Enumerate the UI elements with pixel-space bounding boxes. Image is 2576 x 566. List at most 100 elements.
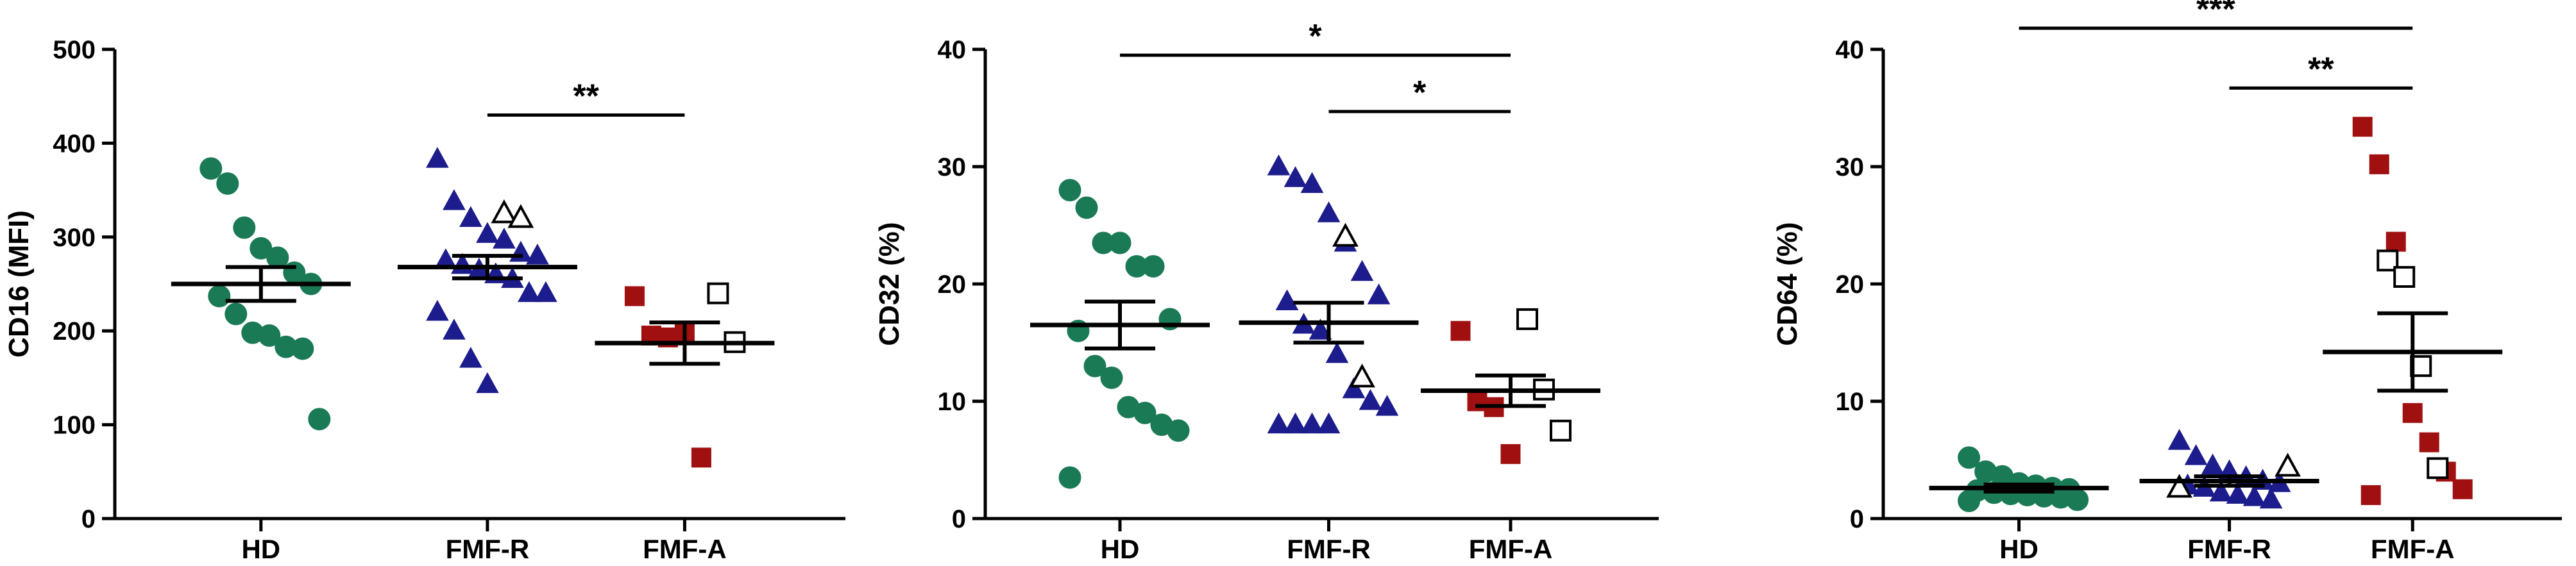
point [1342, 377, 1366, 399]
point [707, 282, 729, 304]
x-tick-label: HD [241, 534, 280, 564]
point [1325, 342, 1349, 363]
point [1267, 154, 1291, 176]
point [1516, 308, 1538, 330]
point [2201, 453, 2224, 475]
y-axis-label: CD32 (%) [874, 222, 905, 345]
x-tick-label: FMF-A [1469, 534, 1553, 564]
point [2402, 403, 2423, 423]
y-tick-label: 0 [81, 505, 96, 533]
point [225, 303, 248, 326]
point [2184, 444, 2208, 465]
y-tick-label: 400 [53, 129, 96, 158]
point [1359, 388, 1382, 410]
point [291, 337, 314, 360]
y-tick-label: 0 [952, 505, 966, 533]
point [2360, 485, 2381, 505]
significance-label: *** [2196, 0, 2235, 28]
point [443, 319, 466, 340]
point [1300, 172, 1324, 193]
y-tick-label: 10 [1836, 388, 1865, 416]
point [1075, 196, 1098, 219]
point [2393, 266, 2416, 288]
point [1083, 354, 1106, 378]
y-tick-label: 30 [1836, 153, 1865, 181]
y-tick-label: 200 [53, 317, 96, 345]
point [1317, 201, 1341, 222]
point [1450, 320, 1471, 341]
point [2066, 488, 2089, 512]
point [2427, 457, 2449, 479]
point [1284, 412, 1307, 434]
x-tick-label: HD [1101, 534, 1140, 564]
x-tick-label: HD [1999, 534, 2038, 564]
point [2352, 117, 2373, 137]
point [459, 347, 482, 368]
y-tick-label: 20 [1836, 271, 1865, 299]
significance-label: * [1309, 18, 1322, 55]
y-tick-label: 100 [53, 412, 96, 440]
y-tick-label: 40 [1836, 36, 1865, 64]
point [459, 206, 482, 228]
y-axis-label: CD16 (MFI) [3, 210, 35, 358]
point [2369, 154, 2389, 174]
point [534, 281, 557, 303]
y-tick-label: 20 [938, 271, 967, 299]
point [493, 228, 516, 249]
point [2419, 432, 2439, 453]
y-tick-label: 0 [1850, 505, 1864, 533]
point [1167, 419, 1190, 442]
point [624, 286, 645, 306]
point [2209, 480, 2233, 502]
y-tick-label: 300 [53, 224, 96, 252]
x-tick-label: FMF-A [2371, 534, 2455, 564]
y-tick-label: 40 [938, 36, 967, 64]
point [1375, 395, 1399, 416]
y-tick-label: 10 [938, 388, 967, 416]
point [476, 372, 499, 394]
point [2377, 249, 2399, 272]
point [526, 244, 549, 265]
point [233, 216, 256, 239]
point [1267, 412, 1291, 434]
point [1058, 179, 1081, 202]
point [491, 199, 518, 224]
point [1349, 363, 1375, 388]
point [1367, 283, 1391, 304]
y-axis-label: CD64 (%) [1772, 222, 1803, 345]
point [216, 172, 239, 195]
point [2385, 231, 2406, 252]
x-tick-label: FMF-A [643, 534, 727, 564]
point [1500, 444, 1521, 464]
point [476, 222, 499, 243]
point [518, 281, 541, 303]
point [2167, 429, 2191, 450]
point [308, 408, 331, 431]
point [1550, 419, 1572, 442]
point [1350, 260, 1374, 281]
point [2166, 474, 2192, 498]
significance-label: * [1413, 74, 1427, 112]
point [1058, 466, 1081, 489]
point [1142, 255, 1165, 278]
point [1133, 401, 1157, 424]
point [2226, 483, 2250, 504]
point [2259, 487, 2283, 509]
point [691, 447, 711, 468]
point [208, 285, 231, 308]
y-tick-label: 30 [938, 153, 967, 181]
point [426, 299, 449, 321]
point [1958, 446, 1981, 469]
point [258, 324, 281, 347]
point [1317, 412, 1341, 434]
significance-label: ** [2308, 51, 2334, 88]
point [1958, 490, 1981, 513]
point [1300, 412, 1324, 434]
point [2452, 479, 2473, 499]
point [426, 147, 449, 168]
significance-label: ** [573, 78, 599, 115]
point [443, 189, 466, 210]
x-tick-label: FMF-R [2187, 534, 2271, 564]
point [1309, 319, 1332, 340]
